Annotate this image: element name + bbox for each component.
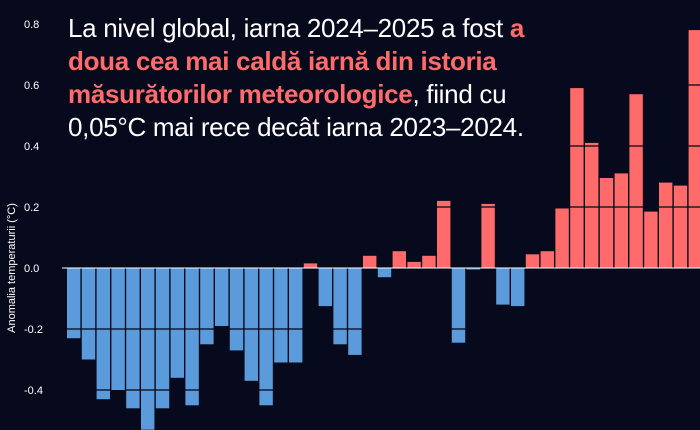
- y-axis-ticks: 0.8 0.6 0.4 0.2 0.0 -0.2 -0.4: [24, 19, 43, 397]
- bar: [259, 268, 273, 406]
- bar: [422, 255, 436, 268]
- y-tick-label: -0.2: [24, 324, 43, 336]
- y-tick-label: 0.0: [24, 263, 39, 275]
- bar: [525, 254, 540, 268]
- bar: [200, 268, 214, 345]
- bar: [96, 268, 110, 400]
- headline-part2: , fiind cu 0,05°C mai rece decât iarna 2…: [68, 79, 524, 142]
- bar: [289, 268, 303, 363]
- headline-highlight: a doua cea mai caldă iarnă din istoria m…: [68, 13, 525, 109]
- bar: [659, 182, 673, 268]
- bar: [303, 263, 318, 268]
- bar: [392, 251, 406, 268]
- bar: [348, 268, 362, 355]
- bar: [215, 268, 229, 326]
- y-tick-label: 0.2: [24, 202, 39, 214]
- bar: [155, 268, 170, 409]
- bar: [629, 94, 643, 268]
- bar: [540, 251, 554, 268]
- y-tick-label: 0.4: [24, 141, 39, 153]
- bars: [66, 30, 700, 430]
- y-axis-label: Anomalia temperaturii (°C): [6, 203, 18, 333]
- bar: [673, 185, 688, 268]
- bar: [496, 268, 510, 305]
- bar: [614, 173, 628, 268]
- bar: [363, 255, 377, 268]
- bar: [599, 178, 614, 268]
- bar: [585, 142, 599, 268]
- bar: [126, 268, 140, 409]
- headline-part1: La nivel global, iarna 2024–2025 a fost: [68, 13, 510, 43]
- bar: [451, 268, 466, 343]
- chart-headline: La nivel global, iarna 2024–2025 a fost …: [68, 12, 588, 144]
- bar: [244, 268, 258, 381]
- bar: [141, 268, 155, 430]
- bar: [437, 200, 451, 268]
- bar: [555, 208, 569, 268]
- bar: [229, 268, 244, 351]
- bar: [481, 203, 495, 268]
- bar: [570, 88, 584, 268]
- bar: [333, 268, 347, 345]
- bar: [81, 268, 96, 360]
- bar: [407, 261, 421, 268]
- y-tick-label: 0.6: [24, 80, 39, 92]
- bar: [644, 211, 658, 268]
- bar: [466, 268, 480, 270]
- bar: [318, 268, 332, 307]
- bar: [511, 268, 525, 307]
- bar: [688, 30, 700, 268]
- bar: [274, 268, 288, 363]
- y-tick-label: 0.8: [24, 19, 39, 31]
- bar: [377, 268, 392, 278]
- bar: [67, 268, 81, 339]
- bar: [185, 268, 199, 406]
- y-tick-label: -0.4: [24, 385, 43, 397]
- bar: [170, 268, 184, 378]
